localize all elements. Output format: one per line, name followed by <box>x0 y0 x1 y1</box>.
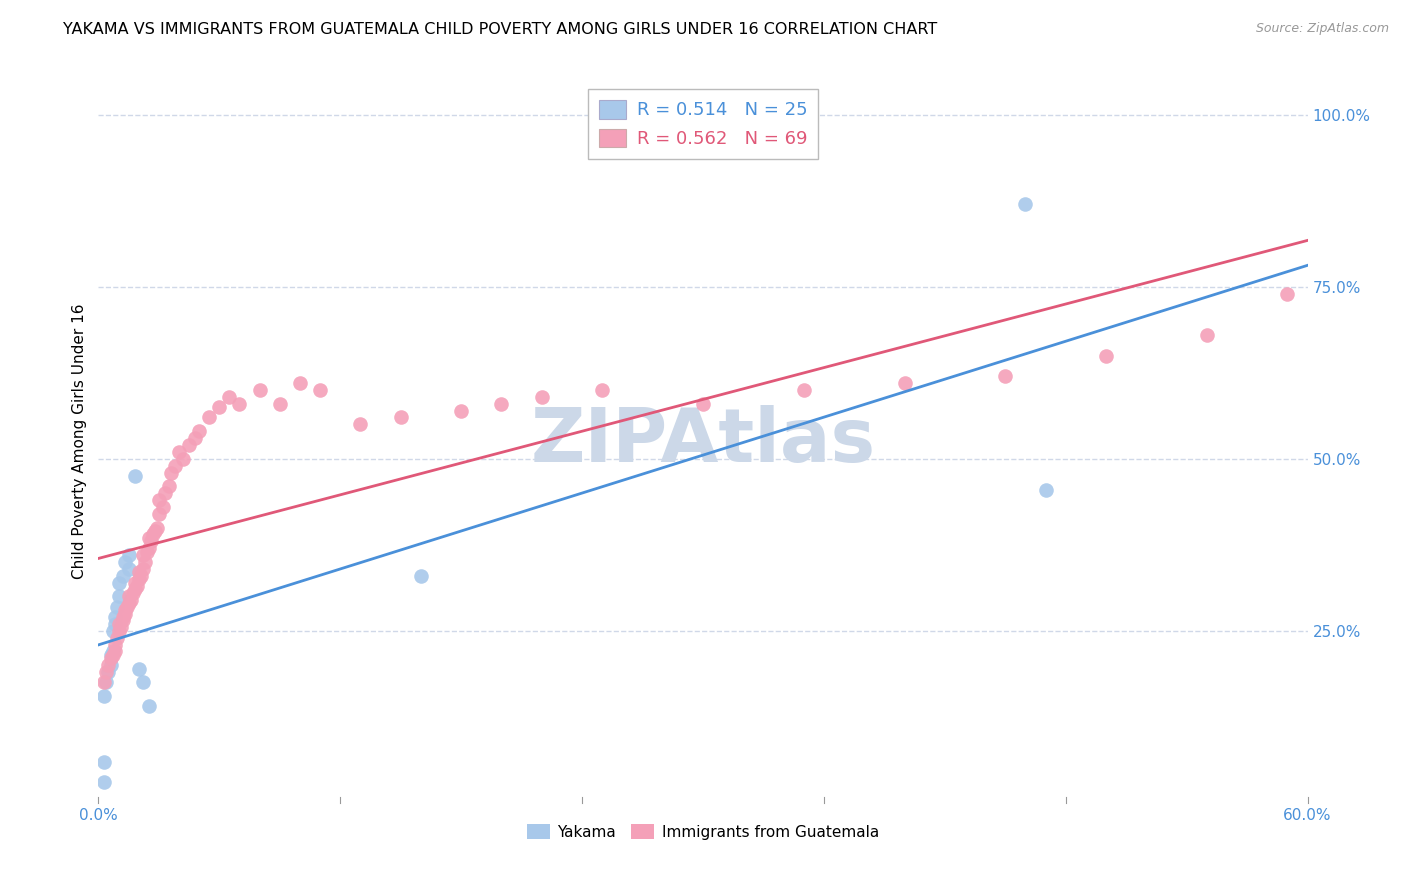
Point <box>160 466 183 480</box>
Point <box>157 479 180 493</box>
Point <box>103 616 125 631</box>
Point <box>530 390 553 404</box>
Point <box>100 651 122 665</box>
Point <box>107 590 129 604</box>
Point <box>128 566 150 580</box>
Point <box>107 575 129 590</box>
Point <box>128 572 150 586</box>
Point <box>389 410 412 425</box>
Point <box>139 534 162 549</box>
Point <box>994 369 1017 384</box>
Point <box>107 616 129 631</box>
Point <box>179 438 201 452</box>
Point <box>101 624 124 638</box>
Point <box>148 493 170 508</box>
Point <box>153 486 176 500</box>
Point <box>111 614 134 628</box>
Point <box>1014 197 1036 211</box>
Point <box>132 675 155 690</box>
Point <box>105 599 128 614</box>
Point <box>218 390 240 404</box>
Point <box>163 458 186 473</box>
Point <box>132 548 155 562</box>
Point <box>692 397 714 411</box>
Point <box>138 699 160 714</box>
Point <box>591 383 613 397</box>
Point <box>96 665 118 679</box>
Point <box>172 451 194 466</box>
Text: Source: ZipAtlas.com: Source: ZipAtlas.com <box>1256 22 1389 36</box>
Point <box>128 662 150 676</box>
Point <box>349 417 371 432</box>
Point <box>125 579 148 593</box>
Point <box>118 548 141 562</box>
Point <box>121 586 143 600</box>
Point <box>409 568 432 582</box>
Point <box>228 397 250 411</box>
Point <box>188 424 211 438</box>
Point <box>132 562 155 576</box>
Point <box>138 541 160 556</box>
Point <box>129 568 152 582</box>
Point <box>103 610 125 624</box>
Point <box>198 410 221 425</box>
Point <box>118 590 141 604</box>
Text: ZIPAtlas: ZIPAtlas <box>530 405 876 478</box>
Point <box>148 507 170 521</box>
Y-axis label: Child Poverty Among Girls Under 16: Child Poverty Among Girls Under 16 <box>72 304 87 579</box>
Point <box>93 689 115 703</box>
Point <box>142 527 165 541</box>
Point <box>101 648 124 662</box>
Point <box>114 603 136 617</box>
Point <box>96 675 118 690</box>
Point <box>288 376 311 390</box>
Point <box>134 555 156 569</box>
Point <box>118 596 141 610</box>
Point <box>103 644 125 658</box>
Point <box>124 575 146 590</box>
Point <box>114 607 136 621</box>
Point <box>152 500 174 514</box>
Point <box>208 400 231 414</box>
Point <box>111 610 134 624</box>
Point <box>309 383 332 397</box>
Point <box>1195 327 1218 342</box>
Point <box>893 376 915 390</box>
Point <box>93 755 115 769</box>
Point <box>146 520 169 534</box>
Point <box>105 631 128 645</box>
Point <box>143 524 166 538</box>
Point <box>120 592 142 607</box>
Point <box>1277 286 1299 301</box>
Point <box>793 383 815 397</box>
Point <box>135 544 157 558</box>
Point <box>249 383 271 397</box>
Point <box>118 562 141 576</box>
Point <box>138 531 160 545</box>
Point <box>1095 349 1118 363</box>
Point <box>93 675 115 690</box>
Point <box>1035 483 1057 497</box>
Point <box>124 582 146 597</box>
Point <box>167 445 190 459</box>
Point <box>93 775 115 789</box>
Point <box>110 620 132 634</box>
Point <box>124 469 146 483</box>
Point <box>114 555 136 569</box>
Point <box>450 403 472 417</box>
Legend: Yakama, Immigrants from Guatemala: Yakama, Immigrants from Guatemala <box>520 818 886 846</box>
Point <box>115 599 138 614</box>
Point <box>101 644 124 658</box>
Point <box>111 568 134 582</box>
Point <box>184 431 207 445</box>
Point <box>103 638 125 652</box>
Point <box>100 648 122 662</box>
Point <box>269 397 291 411</box>
Point <box>97 665 120 679</box>
Point <box>100 658 122 673</box>
Point <box>97 658 120 673</box>
Point <box>491 397 513 411</box>
Point <box>107 624 129 638</box>
Text: YAKAMA VS IMMIGRANTS FROM GUATEMALA CHILD POVERTY AMONG GIRLS UNDER 16 CORRELATI: YAKAMA VS IMMIGRANTS FROM GUATEMALA CHIL… <box>63 22 938 37</box>
